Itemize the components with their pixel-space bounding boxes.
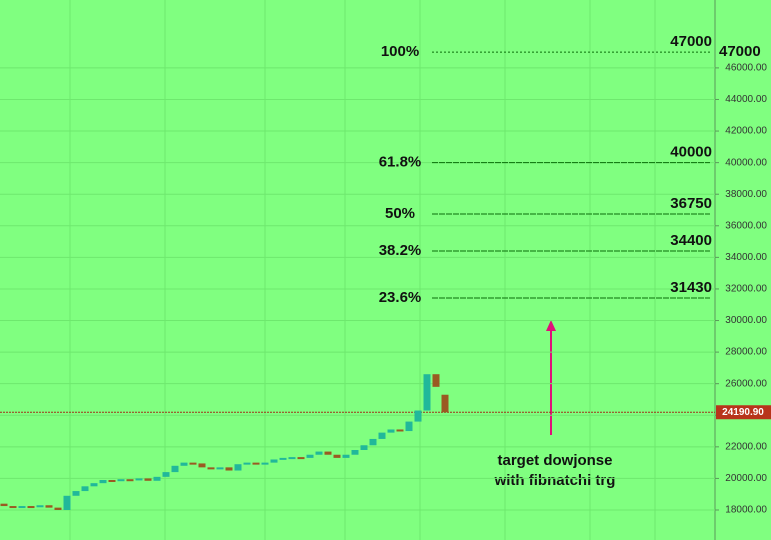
candle: [9, 506, 17, 509]
candle: [360, 445, 368, 450]
fib-pct: 100%: [381, 43, 419, 60]
y-tick-label: 22000.00: [725, 441, 767, 452]
fib-value: 31430: [670, 279, 712, 296]
candle: [180, 462, 188, 466]
candle: [441, 394, 449, 413]
candle: [126, 479, 134, 482]
candle: [405, 421, 413, 432]
candle: [153, 476, 161, 481]
y-tick-label: 20000.00: [725, 473, 767, 484]
fib-value: 47000: [670, 33, 712, 50]
candle: [306, 454, 314, 458]
y-tick-label: 28000.00: [725, 347, 767, 358]
price-tag: [716, 405, 771, 420]
y-tick-label: 44000.00: [725, 94, 767, 105]
candle: [189, 462, 197, 465]
candle: [414, 410, 422, 422]
vertical-grid: [69, 0, 656, 540]
candle: [387, 429, 395, 433]
candle: [18, 506, 26, 509]
fib-pct: 50%: [385, 205, 415, 222]
candle: [45, 505, 53, 508]
candle: [72, 491, 80, 496]
y-tick-label: 34000.00: [725, 252, 767, 263]
candle: [36, 505, 44, 508]
candle: [81, 486, 89, 492]
candle: [243, 462, 251, 465]
y-tick-label: 42000.00: [725, 126, 767, 137]
y-tick-label: 32000.00: [725, 284, 767, 295]
candle: [207, 467, 215, 470]
candle: [171, 465, 179, 473]
candle: [54, 507, 62, 510]
y-tick-label: 38000.00: [725, 189, 767, 200]
candle: [117, 479, 125, 482]
candle: [378, 432, 386, 439]
y-tick-label: 18000.00: [725, 505, 767, 516]
candle: [108, 480, 116, 482]
y-tick-label: 46000.00: [725, 63, 767, 74]
fib-pct: 38.2%: [379, 242, 422, 259]
candle: [333, 454, 341, 458]
candle: [261, 462, 269, 465]
annotation-text: with fibnatchi trg: [494, 472, 616, 489]
fib-value: 34400: [670, 232, 712, 249]
candle: [279, 457, 287, 460]
candle: [351, 450, 359, 455]
candle: [90, 483, 98, 487]
candle: [423, 374, 431, 411]
y-tick-label: 30000.00: [725, 315, 767, 326]
candle: [297, 457, 305, 460]
candle: [270, 459, 278, 463]
candle: [315, 451, 323, 455]
fib-value: 36750: [670, 195, 712, 212]
candle: [144, 478, 152, 481]
fib-pct: 61.8%: [379, 154, 422, 171]
candle: [99, 480, 107, 484]
candle: [225, 467, 233, 471]
axis-fib-value: 47000: [719, 43, 761, 60]
y-tick-label: 26000.00: [725, 378, 767, 389]
candle: [135, 478, 143, 481]
candle: [198, 463, 206, 468]
annotation-text: target dowjonse: [497, 452, 612, 469]
candle: [432, 374, 440, 387]
candle: [0, 503, 8, 507]
candle: [216, 467, 224, 470]
candle: [63, 495, 71, 510]
candle: [234, 464, 242, 471]
y-tick-label: 40000.00: [725, 157, 767, 168]
candle: [369, 438, 377, 446]
candle: [324, 451, 332, 455]
candle: [252, 462, 260, 465]
candle: [288, 457, 296, 460]
arrow-head: [546, 320, 556, 331]
price-label: 24190.90: [722, 407, 764, 418]
y-tick-label: 36000.00: [725, 220, 767, 231]
candle: [162, 472, 170, 477]
fib-pct: 23.6%: [379, 289, 422, 306]
candle: [342, 454, 350, 458]
candle: [396, 429, 404, 432]
fib-value: 40000: [670, 144, 712, 161]
candle: [27, 506, 35, 509]
